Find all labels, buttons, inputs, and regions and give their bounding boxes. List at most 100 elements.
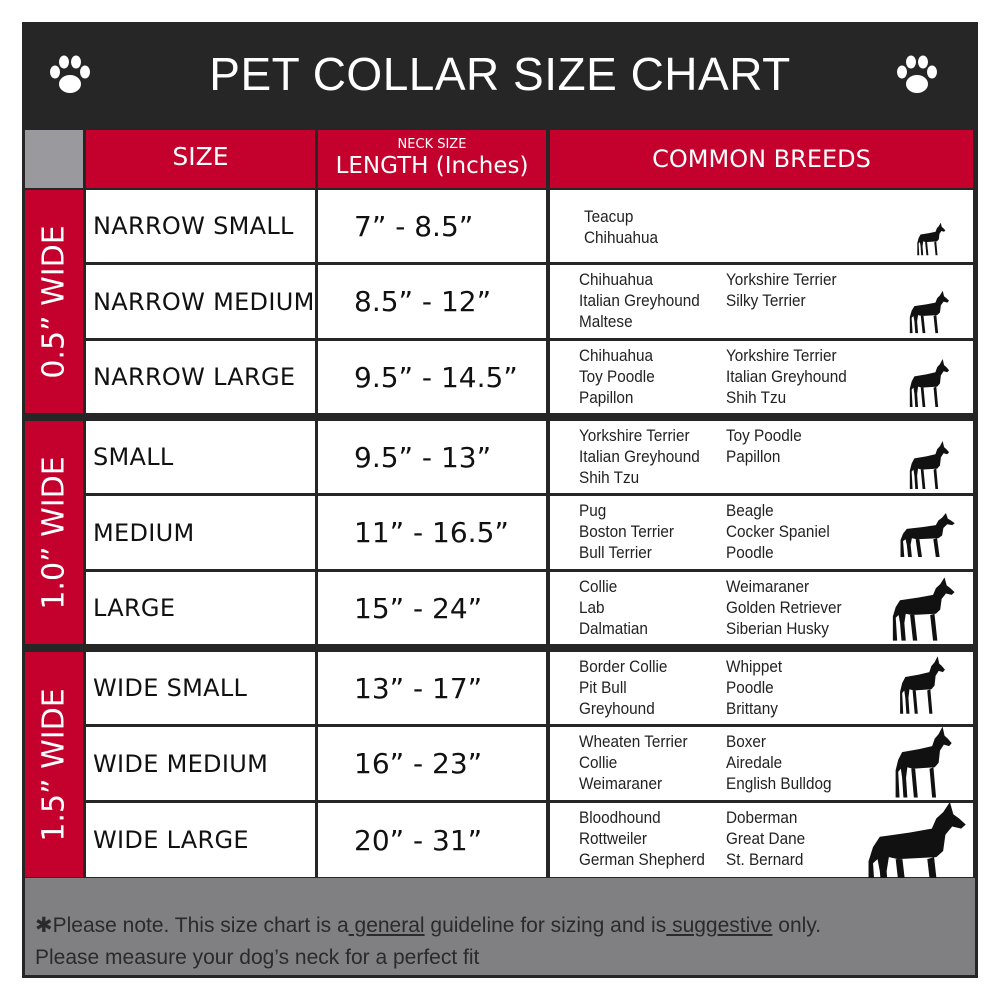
breed-name: Whippet bbox=[726, 657, 783, 676]
breeds-cell: Pug Boston Terrier Bull Terrier Beagle Cocke… bbox=[550, 496, 973, 569]
dog-silhouette-icon bbox=[909, 359, 950, 407]
size-cell: WIDE MEDIUM bbox=[86, 727, 315, 800]
breed-name: Bloodhound bbox=[579, 808, 661, 827]
group-label-1-0: 1.0” WIDE bbox=[25, 421, 83, 644]
length-cell: 15” - 24” bbox=[318, 572, 546, 644]
footer-underline-suggestive: suggestive bbox=[666, 914, 773, 937]
breeds-col1: Border Collie Pit Bull Greyhound bbox=[579, 656, 667, 719]
breed-name: Maltese bbox=[579, 312, 633, 331]
breed-name: Italian Greyhound bbox=[579, 291, 700, 310]
breed-name: Boston Terrier bbox=[579, 522, 674, 541]
breed-name: St. Bernard bbox=[726, 850, 804, 869]
breed-name: Beagle bbox=[726, 501, 774, 520]
size-cell: NARROW SMALL bbox=[86, 190, 315, 262]
breed-name: Great Dane bbox=[726, 829, 806, 848]
breeds-cell: Teacup Chihuahua bbox=[550, 190, 973, 262]
breeds-col1: Wheaten Terrier Collie Weimaraner bbox=[579, 731, 688, 794]
breed-name: Italian Greyhound bbox=[726, 367, 847, 386]
breeds-col2: Beagle Cocker Spaniel Poodle bbox=[726, 500, 830, 563]
breed-name: Border Collie bbox=[579, 657, 668, 676]
dog-silhouette-icon bbox=[909, 441, 950, 489]
group-label-text: 1.0” WIDE bbox=[36, 455, 72, 610]
dog-silhouette-icon bbox=[900, 656, 945, 714]
breeds-col1: Collie Lab Dalmatian bbox=[579, 576, 648, 639]
breed-name: Cocker Spaniel bbox=[726, 522, 830, 541]
breeds-cell: Border Collie Pit Bull Greyhound Whippet Poo… bbox=[550, 652, 973, 724]
breeds-cell: Chihuahua Italian Greyhound Maltese Yorkshi… bbox=[550, 265, 973, 338]
size-cell: NARROW MEDIUM bbox=[86, 265, 315, 338]
dog-silhouette-icon bbox=[868, 802, 966, 898]
length-cell: 9.5” - 14.5” bbox=[318, 341, 546, 413]
breeds-cell: Yorkshire Terrier Italian Greyhound Shih T… bbox=[550, 421, 973, 493]
breed-name: Yorkshire Terrier bbox=[579, 426, 690, 445]
header-length-top: NECK SIZE bbox=[397, 137, 467, 152]
breeds-col2: Yorkshire Terrier Silky Terrier bbox=[726, 269, 837, 311]
breed-name: Doberman bbox=[726, 808, 798, 827]
header-corner bbox=[25, 130, 83, 188]
dog-silhouette-icon bbox=[895, 726, 952, 798]
size-cell: SMALL bbox=[86, 421, 315, 493]
length-cell: 8.5” - 12” bbox=[318, 265, 546, 338]
dog-silhouette-icon bbox=[917, 222, 946, 256]
breed-name: Bull Terrier bbox=[579, 543, 652, 562]
size-cell: WIDE SMALL bbox=[86, 652, 315, 724]
breed-name: Pit Bull bbox=[579, 678, 627, 697]
group-label-text: 1.5” WIDE bbox=[36, 687, 72, 842]
breed-name: Chihuahua bbox=[579, 270, 654, 289]
paw-icon-left bbox=[50, 55, 90, 93]
breeds-col1: Pug Boston Terrier Bull Terrier bbox=[579, 500, 674, 563]
breed-name: Lab bbox=[579, 598, 605, 617]
breed-name: Boxer bbox=[726, 732, 766, 751]
breeds-col2: Toy Poodle Papillon bbox=[726, 425, 802, 467]
length-cell: 7” - 8.5” bbox=[318, 190, 546, 262]
breeds-col1: Chihuahua Toy Poodle Papillon bbox=[579, 345, 655, 408]
breed-name: Toy Poodle bbox=[726, 426, 802, 445]
header-breeds: COMMON BREEDS bbox=[550, 130, 973, 188]
breed-name: German Shepherd bbox=[579, 850, 705, 869]
breed-name: Yorkshire Terrier bbox=[726, 270, 837, 289]
breed-name: English Bulldog bbox=[726, 774, 832, 793]
footer-text: only. bbox=[772, 914, 822, 937]
breed-name: Shih Tzu bbox=[579, 468, 640, 487]
breed-name: Golden Retriever bbox=[726, 598, 842, 617]
breeds-col1: Bloodhound Rottweiler German Shepherd bbox=[579, 807, 705, 870]
breed-name: Papillon bbox=[579, 388, 634, 407]
dog-silhouette-icon bbox=[900, 512, 955, 558]
breed-name: Poodle bbox=[726, 678, 774, 697]
breed-name: Papillon bbox=[726, 447, 781, 466]
breed-name: Collie bbox=[579, 753, 618, 772]
breed-name: Yorkshire Terrier bbox=[726, 346, 837, 365]
breed-name: Chihuahua bbox=[579, 346, 654, 365]
size-cell: WIDE LARGE bbox=[86, 803, 315, 877]
length-cell: 20” - 31” bbox=[318, 803, 546, 877]
group-label-0-5: 0.5” WIDE bbox=[25, 190, 83, 413]
length-cell: 11” - 16.5” bbox=[318, 496, 546, 569]
size-cell: MEDIUM bbox=[86, 496, 315, 569]
breeds-col2: Boxer Airedale English Bulldog bbox=[726, 731, 831, 794]
footer-underline-general: general bbox=[348, 914, 425, 937]
length-cell: 9.5” - 13” bbox=[318, 421, 546, 493]
length-cell: 13” - 17” bbox=[318, 652, 546, 724]
breed-name: Pug bbox=[579, 501, 607, 520]
dog-silhouette-icon bbox=[909, 290, 950, 334]
breed-name: Silky Terrier bbox=[726, 291, 806, 310]
breed-name: Airedale bbox=[726, 753, 783, 772]
header-length-main: LENGTH (Inches) bbox=[335, 153, 529, 179]
breed-name: Chihuahua bbox=[584, 228, 659, 247]
breed-name: Rottweiler bbox=[579, 829, 648, 848]
breed-name: Collie bbox=[579, 577, 618, 596]
breeds-col1: Chihuahua Italian Greyhound Maltese bbox=[579, 269, 700, 332]
breeds-cell: Chihuahua Toy Poodle Papillon Yorkshire Ter… bbox=[550, 341, 973, 413]
group-label-1-5: 1.5” WIDE bbox=[25, 652, 83, 877]
breed-name: Weimaraner bbox=[726, 577, 810, 596]
breed-name: Poodle bbox=[726, 543, 774, 562]
footer-text-line2: Please measure your dog’s neck for a per… bbox=[35, 946, 480, 969]
length-cell: 16” - 23” bbox=[318, 727, 546, 800]
chart-title: PET COLLAR SIZE CHART bbox=[209, 48, 791, 100]
breeds-col2: Weimaraner Golden Retriever Siberian Husky bbox=[726, 576, 842, 639]
breeds-col2: Yorkshire Terrier Italian Greyhound Shih T… bbox=[726, 345, 847, 408]
footer-text: ✱Please note. This size chart is a bbox=[35, 914, 349, 937]
breed-name: Weimaraner bbox=[579, 774, 663, 793]
breed-name: Dalmatian bbox=[579, 619, 648, 638]
breed-name: Shih Tzu bbox=[726, 388, 787, 407]
